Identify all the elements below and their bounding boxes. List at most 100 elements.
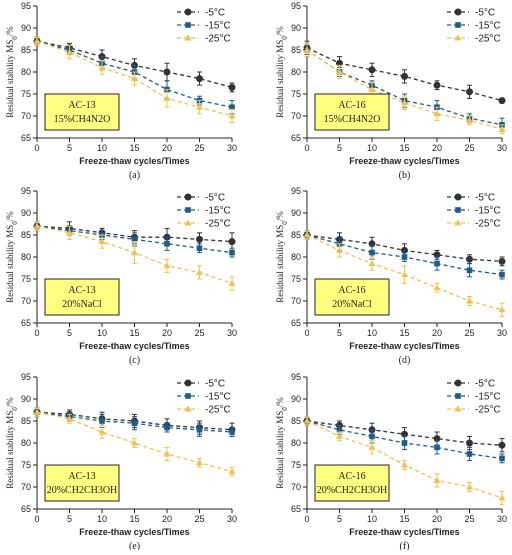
y-axis-title: Residual stability MS0/% [5, 211, 19, 303]
x-tick-label: 30 [227, 328, 237, 338]
data-point [229, 104, 235, 110]
legend-marker [454, 193, 462, 201]
y-axis-title-suffix: /% [275, 211, 285, 222]
y-axis-title-suffix: /% [5, 397, 15, 408]
series-1 [304, 416, 505, 464]
x-tick-label: 0 [34, 328, 39, 338]
x-tick-label: 0 [304, 328, 309, 338]
annotation-box [44, 464, 120, 502]
annotation-text: AC-16 [338, 100, 365, 111]
data-point [163, 68, 171, 76]
data-point [229, 249, 235, 256]
legend-marker [184, 219, 192, 226]
data-point [196, 459, 203, 466]
x-tick-label: 10 [97, 143, 107, 153]
annotation-text: 15%CH4N2O [324, 114, 381, 125]
x-tick-label: 5 [337, 514, 342, 524]
x-tick-label: 0 [34, 143, 39, 153]
data-point [369, 433, 375, 440]
x-tick-label: 15 [129, 514, 139, 524]
data-point [66, 229, 73, 236]
data-point [131, 249, 138, 256]
y-axis-title-sub: 0 [11, 221, 19, 225]
data-point [131, 420, 138, 426]
legend-label: -5°C [205, 8, 225, 19]
legend-label: -15°C [205, 392, 231, 403]
data-point [303, 417, 311, 424]
x-tick-label: 15 [399, 514, 409, 524]
data-point [466, 267, 473, 273]
data-point [336, 432, 343, 439]
data-point [336, 246, 343, 253]
y-tick-label: 85 [291, 230, 301, 240]
data-point [498, 257, 506, 265]
y-axis-title-sub: 0 [281, 407, 289, 411]
y-tick-label: 90 [291, 394, 301, 404]
y-tick-label: 90 [21, 23, 31, 33]
x-tick-label: 5 [67, 514, 72, 524]
data-point [498, 441, 506, 449]
x-tick-label: 30 [227, 514, 237, 524]
data-point [131, 439, 138, 446]
panel-letter: (c) [129, 355, 140, 366]
data-point [229, 429, 235, 435]
legend-label: -5°C [475, 379, 495, 390]
x-axis-title: Freeze-thaw cycles/Times [79, 341, 189, 351]
x-tick-label: 10 [97, 328, 107, 338]
legend-marker [454, 8, 462, 16]
x-axis-title: Freeze-thaw cycles/Times [79, 527, 189, 537]
y-axis-title-suffix: /% [275, 397, 285, 408]
x-axis-title: Freeze-thaw cycles/Times [79, 156, 189, 166]
data-point [164, 424, 170, 431]
data-point [466, 297, 473, 304]
panel-letter: (d) [399, 355, 411, 366]
y-axis-title: Residual stability MS0/% [275, 26, 289, 118]
legend-marker [454, 219, 462, 226]
data-point [196, 245, 203, 251]
data-point [498, 494, 506, 501]
annotation-box [44, 93, 120, 131]
legend-label: -5°C [205, 193, 225, 204]
x-axis-title: Freeze-thaw cycles/Times [349, 341, 459, 351]
panel-letter: (f) [400, 541, 410, 550]
panel-letter: (e) [129, 541, 140, 550]
y-tick-label: 80 [291, 67, 301, 77]
x-tick-label: 10 [97, 514, 107, 524]
y-tick-label: 95 [21, 372, 31, 382]
y-axis-title-main: Residual stability MS [275, 40, 285, 118]
data-point [66, 415, 73, 422]
y-tick-label: 70 [291, 296, 301, 306]
data-point [228, 238, 236, 246]
data-point [196, 427, 203, 433]
legend-label: -5°C [475, 193, 495, 204]
data-point [433, 81, 441, 89]
data-point [98, 428, 106, 435]
data-point [499, 271, 505, 278]
data-point [401, 72, 408, 80]
y-tick-label: 90 [291, 208, 301, 218]
x-tick-label: 20 [432, 143, 442, 153]
y-axis-title-sub: 0 [11, 407, 19, 411]
legend-label: -5°C [475, 8, 495, 19]
chart-panel: 65 70 75 80 85 90 95 0 5 10 15 20 25 30 Freeze-thaw cy… [275, 186, 507, 366]
legend-marker [184, 34, 192, 41]
x-tick-label: 30 [497, 514, 507, 524]
data-point [498, 125, 506, 132]
x-tick-label: 10 [367, 328, 377, 338]
legend-label: -25°C [475, 405, 501, 416]
x-tick-label: 0 [304, 514, 309, 524]
x-tick-label: 25 [194, 328, 204, 338]
data-point [336, 68, 343, 75]
data-point [33, 222, 41, 229]
x-tick-label: 30 [497, 328, 507, 338]
legend-label: -5°C [205, 379, 225, 390]
data-point [466, 483, 473, 490]
annotation-text: AC-16 [338, 285, 365, 296]
y-axis-title-suffix: /% [5, 26, 15, 37]
x-tick-label: 10 [367, 143, 377, 153]
x-tick-label: 15 [129, 143, 139, 153]
y-tick-label: 90 [291, 23, 301, 33]
x-tick-label: 30 [227, 143, 237, 153]
data-point [99, 418, 105, 424]
